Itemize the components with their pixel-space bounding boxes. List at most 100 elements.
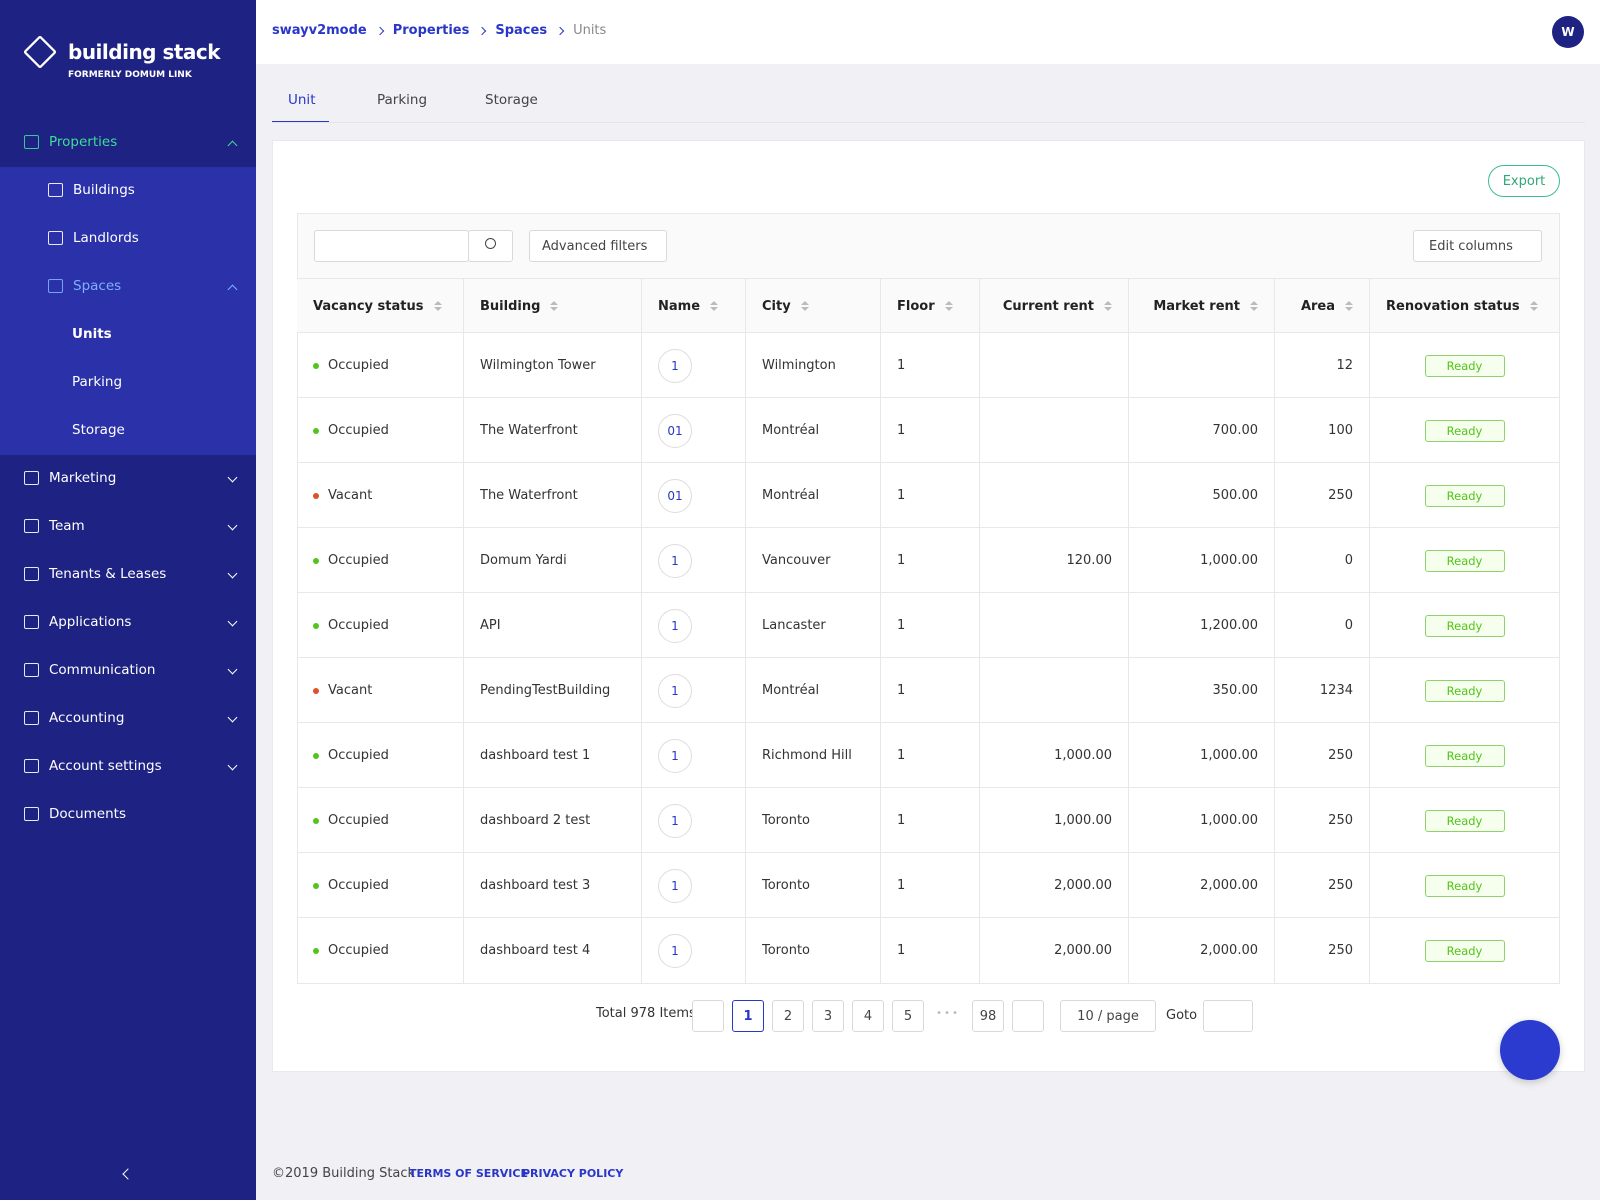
- sort-icon[interactable]: [1345, 301, 1353, 311]
- unit-name[interactable]: 1: [658, 803, 692, 838]
- prev[interactable]: [692, 1000, 724, 1032]
- nav-label: Tenants & Leases: [49, 566, 167, 582]
- tab[interactable]: Unit: [288, 92, 316, 108]
- breadcrumb-item[interactable]: Spaces: [495, 23, 548, 38]
- row-divider: [297, 657, 1560, 658]
- avatar[interactable]: W: [1552, 16, 1584, 48]
- column-header[interactable]: Name: [642, 279, 746, 333]
- column-header[interactable]: Building: [464, 279, 642, 333]
- column-header[interactable]: Market rent: [1129, 279, 1275, 333]
- page-button[interactable]: 2: [772, 1000, 804, 1032]
- sort-icon[interactable]: [944, 301, 953, 311]
- cell-text: dashboard test 4: [480, 943, 591, 958]
- nav-item[interactable]: Documents: [0, 790, 256, 838]
- breadcrumb-item[interactable]: swayv2mode: [272, 23, 367, 38]
- footer-link[interactable]: PRIVACY POLICY: [522, 1167, 624, 1180]
- page-button[interactable]: 3: [812, 1000, 844, 1032]
- cell-text: Toronto: [762, 878, 810, 893]
- nav-item[interactable]: Storage: [0, 406, 256, 454]
- column-header[interactable]: Current rent: [980, 279, 1129, 333]
- sort-icon[interactable]: [1104, 301, 1112, 311]
- goto-input[interactable]: [1203, 1000, 1253, 1032]
- column-header[interactable]: Vacancy status: [297, 279, 464, 333]
- cell-text: 250: [1328, 748, 1353, 763]
- cell-text: Toronto: [762, 943, 810, 958]
- cell: 1,000.00: [1129, 788, 1275, 853]
- nav-item[interactable]: Parking: [0, 358, 256, 406]
- unit-name[interactable]: 1: [658, 608, 692, 643]
- column-header[interactable]: Area: [1275, 279, 1370, 333]
- nav-item[interactable]: Accounting: [0, 694, 256, 742]
- page-button[interactable]: 98: [972, 1000, 1004, 1032]
- status-dot: [313, 362, 319, 369]
- cell-text: 12: [1336, 358, 1353, 373]
- unit-name[interactable]: 1: [658, 543, 692, 578]
- next[interactable]: [1012, 1000, 1044, 1032]
- sort-icon[interactable]: [1529, 301, 1538, 311]
- cell: [980, 658, 1129, 723]
- search-button[interactable]: [468, 230, 513, 262]
- nav-item[interactable]: Buildings: [0, 166, 256, 214]
- cell: 1: [881, 333, 980, 398]
- advanced-filters[interactable]: Advanced filters: [529, 230, 667, 262]
- tab[interactable]: Parking: [377, 92, 428, 108]
- nav-item[interactable]: Spaces: [0, 262, 256, 310]
- cell: API: [464, 593, 642, 658]
- unit-name[interactable]: 1: [658, 348, 692, 383]
- chevron: [227, 568, 238, 579]
- sort-icon[interactable]: [1250, 301, 1258, 311]
- nav-item[interactable]: Team: [0, 502, 256, 550]
- nav-icon: [48, 279, 63, 293]
- cell: Occupied: [297, 853, 464, 918]
- column-header[interactable]: City: [746, 279, 881, 333]
- cell: Wilmington Tower: [464, 333, 642, 398]
- row-divider: [297, 722, 1560, 723]
- sort-icon[interactable]: [550, 301, 559, 311]
- chevron: [227, 140, 238, 151]
- edit-columns[interactable]: Edit columns: [1413, 230, 1542, 262]
- tab[interactable]: Storage: [485, 92, 538, 108]
- nav-item[interactable]: Tenants & Leases: [0, 550, 256, 598]
- sort-icon[interactable]: [800, 301, 809, 311]
- footer-link[interactable]: TERMS OF SERVICE: [409, 1167, 528, 1180]
- cell-text: 2,000.00: [1054, 878, 1112, 893]
- cell: 350.00: [1129, 658, 1275, 723]
- page-button[interactable]: 4: [852, 1000, 884, 1032]
- unit-name[interactable]: 01: [658, 478, 692, 513]
- cell: Ready: [1370, 528, 1560, 593]
- cell-text: Occupied: [328, 553, 389, 568]
- cell: 500.00: [1129, 463, 1275, 528]
- cell: Occupied: [297, 788, 464, 853]
- cell-text: 1,000.00: [1200, 813, 1258, 828]
- cell: dashboard test 4: [464, 918, 642, 983]
- cell-text: 1: [897, 943, 906, 958]
- chat-button[interactable]: [1500, 1020, 1560, 1080]
- column-header[interactable]: Renovation status: [1370, 279, 1560, 333]
- sort-icon[interactable]: [710, 301, 719, 311]
- sort-icon[interactable]: [433, 301, 442, 311]
- unit-name[interactable]: 1: [658, 738, 692, 773]
- cell: Occupied: [297, 723, 464, 788]
- nav-item[interactable]: Marketing: [0, 454, 256, 502]
- column-header[interactable]: Floor: [881, 279, 980, 333]
- page-button[interactable]: 1: [732, 1000, 764, 1032]
- unit-name[interactable]: 1: [658, 933, 692, 968]
- nav-item[interactable]: Applications: [0, 598, 256, 646]
- page-size[interactable]: 10 / page: [1060, 1000, 1156, 1032]
- breadcrumb-item[interactable]: Properties: [392, 23, 470, 38]
- nav-item[interactable]: Communication: [0, 646, 256, 694]
- page-button[interactable]: 5: [892, 1000, 924, 1032]
- nav-item[interactable]: Landlords: [0, 214, 256, 262]
- export-button[interactable]: Export: [1488, 165, 1560, 197]
- nav-item[interactable]: Properties: [0, 118, 256, 166]
- nav-item[interactable]: Account settings: [0, 742, 256, 790]
- unit-name[interactable]: 1: [658, 868, 692, 903]
- search-input[interactable]: [314, 230, 469, 262]
- row-divider: [297, 917, 1560, 918]
- cell: 120.00: [980, 528, 1129, 593]
- column-title: Market rent: [1153, 298, 1240, 314]
- cell-text: dashboard test 3: [480, 878, 591, 893]
- unit-name[interactable]: 1: [658, 673, 692, 708]
- nav-item[interactable]: Units: [0, 310, 256, 358]
- unit-name[interactable]: 01: [658, 413, 692, 448]
